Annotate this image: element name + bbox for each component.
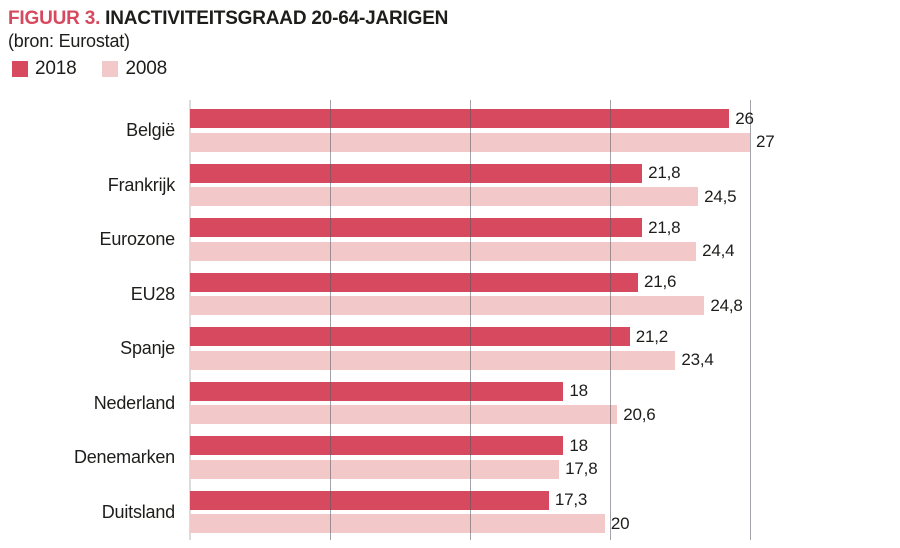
category-label: EU28 bbox=[130, 283, 175, 304]
category-label: Frankrijk bbox=[107, 174, 175, 195]
legend-label: 2008 bbox=[125, 58, 167, 79]
bar-2018-Spanje bbox=[190, 327, 630, 346]
bar-2008-Duitsland bbox=[190, 514, 605, 533]
category-label: Spanje bbox=[120, 338, 175, 358]
value-label: 17,3 bbox=[554, 490, 588, 509]
bar-2008-EU28 bbox=[190, 296, 705, 315]
legend-item-2018: 2018 bbox=[12, 58, 77, 80]
figure-title: FIGUUR 3. INACTIVITEITSGRAAD 20-64-JARIGE… bbox=[8, 8, 448, 30]
legend-item-2008: 2008 bbox=[102, 58, 167, 80]
value-label: 21,6 bbox=[644, 272, 677, 291]
value-label: 27 bbox=[756, 132, 775, 151]
category-label: Denemarken bbox=[73, 447, 175, 467]
bar-2018-EU28 bbox=[190, 272, 638, 292]
bar-2008-Spanje bbox=[190, 350, 676, 370]
value-label: 17,8 bbox=[565, 459, 598, 478]
category-label: België bbox=[126, 120, 175, 140]
bar-2008-Denemarken bbox=[190, 459, 560, 479]
category-label: Eurozone bbox=[99, 229, 176, 249]
value-label: 20,6 bbox=[623, 404, 656, 424]
value-label: 23,4 bbox=[681, 350, 714, 369]
legend: 2018 2008 bbox=[12, 58, 167, 80]
y-axis-line bbox=[189, 100, 191, 540]
x-gridline bbox=[470, 100, 471, 540]
bar-2008-Eurozone bbox=[190, 241, 697, 261]
value-label: 21,8 bbox=[648, 163, 681, 182]
x-gridline bbox=[750, 100, 751, 540]
figure-title-text: INACTIVITEITSGRAAD 20-64-JARIGEN bbox=[105, 8, 449, 29]
category-label: Duitsland bbox=[101, 501, 175, 522]
value-label: 26 bbox=[735, 108, 754, 128]
figure-source: (bron: Eurostat) bbox=[8, 31, 130, 51]
x-gridline bbox=[610, 100, 611, 540]
bar-2018-Nederland bbox=[190, 381, 564, 401]
bar-2018-België bbox=[190, 109, 730, 128]
value-label: 20 bbox=[610, 513, 630, 533]
category-label: Nederland bbox=[93, 392, 175, 413]
legend-label: 2018 bbox=[35, 58, 77, 79]
value-label: 24,4 bbox=[702, 241, 735, 260]
value-label: 18 bbox=[569, 381, 588, 400]
legend-swatch-2008 bbox=[102, 61, 119, 77]
bar-2018-Denemarken bbox=[190, 436, 564, 455]
x-gridline bbox=[330, 100, 331, 540]
bar-2018-Eurozone bbox=[190, 218, 643, 237]
legend-swatch-2018 bbox=[12, 61, 28, 77]
bar-2008-Frankrijk bbox=[190, 187, 699, 206]
bar-2008-Nederland bbox=[190, 405, 618, 424]
value-label: 24,5 bbox=[704, 186, 737, 206]
value-label: 21,8 bbox=[648, 217, 681, 237]
value-label: 18 bbox=[569, 435, 588, 455]
bar-2018-Duitsland bbox=[190, 490, 549, 510]
value-label: 24,8 bbox=[710, 295, 743, 315]
bar-2018-Frankrijk bbox=[190, 163, 643, 183]
figure-number: FIGUUR 3. bbox=[8, 8, 101, 29]
value-label: 21,2 bbox=[635, 326, 668, 346]
